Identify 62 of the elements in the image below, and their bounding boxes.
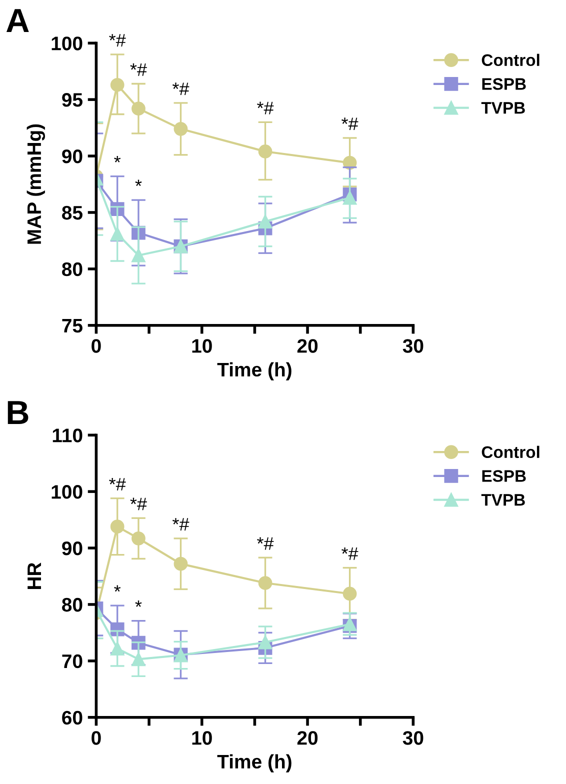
y-tick-label: 70 (62, 654, 82, 668)
point (110, 226, 124, 241)
x-tick-label: 10 (192, 339, 212, 353)
annotation: *# (172, 518, 190, 531)
y-tick-label: 90 (62, 541, 82, 556)
annotation: *# (109, 34, 126, 46)
y-axis-title: MAP (mmHg) (26, 124, 46, 244)
x-tick-label: 20 (297, 339, 318, 353)
point (110, 520, 124, 534)
point (258, 214, 272, 228)
annotation: * (135, 180, 142, 186)
x-tick-label: 20 (297, 731, 318, 745)
point (132, 531, 146, 546)
point (174, 122, 188, 136)
annotation: * (114, 156, 121, 162)
annotation: *# (130, 498, 147, 510)
x-tick-label: 0 (92, 731, 101, 745)
annotation: *# (172, 82, 190, 96)
annotation: * (135, 600, 142, 607)
y-tick-label: 80 (62, 598, 82, 612)
point (258, 576, 272, 590)
x-tick-label: 30 (402, 731, 424, 745)
annotation: *# (342, 547, 358, 560)
y-tick-label: 100 (52, 36, 82, 50)
y-tick-label: 80 (62, 262, 82, 276)
y-axis-title: HR (28, 562, 41, 589)
legend-label: Control (482, 54, 540, 66)
y-tick-label: 75 (62, 319, 82, 333)
point (132, 652, 146, 666)
legend-label: Control (482, 446, 540, 458)
annotation: * (114, 585, 121, 592)
annotation: *# (257, 537, 274, 550)
x-axis-title: Time (h) (217, 362, 292, 380)
legend-label: ESPB (482, 78, 526, 90)
legend-label: TVPB (481, 494, 525, 506)
y-tick-label: 90 (62, 149, 82, 164)
y-tick-label: 95 (62, 93, 82, 107)
x-tick-label: 0 (92, 339, 101, 353)
legend-label: ESPB (482, 470, 526, 482)
y-tick-label: 85 (62, 206, 82, 220)
y-tick-label: 100 (52, 485, 82, 499)
text: B (8, 401, 28, 424)
x-tick-label: 10 (192, 731, 212, 745)
annotation: *# (109, 478, 126, 490)
point (342, 190, 357, 205)
point (342, 586, 357, 601)
text: A (6, 9, 29, 32)
x-tick-label: 30 (402, 339, 424, 353)
y-tick-label: 110 (52, 428, 82, 442)
annotation: *# (342, 118, 358, 130)
y-tick-label: 60 (62, 710, 82, 725)
point (132, 248, 146, 262)
point (258, 635, 272, 650)
x-axis-title: Time (h) (217, 754, 292, 772)
annotation: *# (130, 63, 147, 76)
legend-label: TVPB (481, 102, 525, 114)
point (174, 556, 188, 571)
point (132, 102, 146, 116)
point (110, 642, 124, 656)
point (110, 78, 124, 92)
point (258, 144, 272, 158)
annotation: *# (257, 102, 274, 114)
